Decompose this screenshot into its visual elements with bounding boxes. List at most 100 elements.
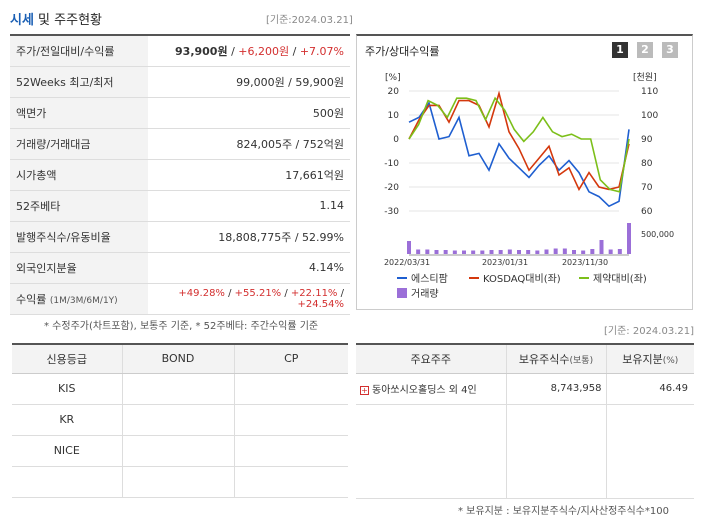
volume-bar <box>471 250 476 254</box>
right-tick-label: 80 <box>641 159 653 169</box>
x-tick-label: 2022/03/31 <box>384 258 430 267</box>
credit-rating-table: 신용등급 BOND CP KIS KR NICE <box>12 343 348 498</box>
stat-label: 주가/전일대비/수익률 <box>10 35 148 67</box>
volume-bar <box>581 250 586 254</box>
stat-label: 시가총액 <box>10 159 148 191</box>
left-tick-label: 10 <box>388 111 400 121</box>
left-tick-label: -30 <box>384 207 399 217</box>
stat-label: 52주베타 <box>10 190 148 222</box>
left-tick-label: 0 <box>393 135 399 145</box>
footnote-2: * 보유지분 : 보유지분주식수/지사산정주식수*100 <box>458 506 669 517</box>
volume-bar <box>544 249 549 254</box>
stat-value: 1.14 <box>148 190 350 222</box>
volume-bar <box>627 223 631 254</box>
volume-bar <box>617 249 622 254</box>
volume-bar <box>572 250 576 254</box>
stat-label: 발행주식수/유동비율 <box>10 221 148 253</box>
left-axis-unit: [%] <box>385 73 401 83</box>
stat-label: 액면가 <box>10 97 148 129</box>
x-tick-label: 2023/11/30 <box>562 258 608 267</box>
stat-value: 824,005주 / 752억원 <box>148 128 350 160</box>
volume-bar <box>480 250 485 254</box>
table-row: 52주베타 1.14 <box>10 190 350 222</box>
series-line-stock <box>408 101 630 208</box>
volume-bar <box>462 250 466 254</box>
footnote: * 수정주가(차트포함), 보통주 기준, * 52주베타: 주간수익률 기준 <box>44 321 319 332</box>
col-header: 주요주주 <box>356 344 507 374</box>
series-line-kosdaq <box>408 90 630 192</box>
stat-label: 수익률 (1M/3M/6M/1Y) <box>10 283 148 315</box>
stat-value: 18,808,775주 / 52.99% <box>148 221 350 253</box>
stat-label: 외국인지분율 <box>10 252 148 284</box>
legend-label: 거래량 <box>411 288 439 300</box>
table-row: 거래량/거래대금 824,005주 / 752억원 <box>10 128 350 160</box>
major-shareholder-table: 주요주주 보유주식수(보통) 보유지분(%) + 동아쏘시오홀딩스 외 4인 8,… <box>356 343 694 499</box>
stat-label: 거래량/거래대금 <box>10 128 148 160</box>
left-tick-label: -20 <box>384 183 399 193</box>
volume-bar <box>452 250 457 254</box>
base-date-2: [기준: 2024.03.21] <box>604 326 695 337</box>
table-row: 52Weeks 최고/최저 99,000원 / 59,900원 <box>10 66 350 98</box>
table-row: KIS <box>12 373 348 405</box>
volume-bar <box>535 250 540 254</box>
volume-bar <box>553 248 558 254</box>
col-header: BOND <box>122 344 235 374</box>
col-header: 신용등급 <box>12 344 123 374</box>
volume-bar <box>599 240 604 254</box>
chart-title: 주가/상대수익률 <box>365 45 440 58</box>
legend-label: 제약대비(좌) <box>593 273 647 285</box>
right-tick-label: 60 <box>641 207 653 217</box>
right-tick-label: 100 <box>641 111 658 121</box>
x-tick-label: 2023/01/31 <box>482 258 528 267</box>
legend-label: KOSDAQ대비(좌) <box>483 273 561 285</box>
price-stat-table: 주가/전일대비/수익률 93,900원 / +6,200원 / +7.07% 5… <box>10 34 350 315</box>
volume-bar <box>507 249 512 254</box>
volume-bar <box>407 241 411 254</box>
series-line-pharma <box>408 96 630 193</box>
stat-value: 93,900원 / +6,200원 / +7.07% <box>148 35 350 67</box>
volume-bar <box>526 250 531 254</box>
chart-page-3-button[interactable]: 3 <box>662 42 678 58</box>
col-header: 보유지분(%) <box>606 344 694 374</box>
volume-bar <box>608 249 613 254</box>
holder-shares: 8,743,958 <box>506 373 607 405</box>
table-header-row: 주요주주 보유주식수(보통) 보유지분(%) <box>356 344 694 374</box>
table-row: 수익률 (1M/3M/6M/1Y) +49.28% / +55.21% / +2… <box>10 283 350 315</box>
holder-name: + 동아쏘시오홀딩스 외 4인 <box>356 373 507 405</box>
table-row: 발행주식수/유동비율 18,808,775주 / 52.99% <box>10 221 350 253</box>
left-tick-label: 20 <box>388 87 400 97</box>
right-tick-label: 110 <box>641 87 658 97</box>
agency-name: NICE <box>12 435 123 467</box>
holder-pct: 46.49 <box>606 373 694 405</box>
table-row: 주가/전일대비/수익률 93,900원 / +6,200원 / +7.07% <box>10 35 350 67</box>
volume-bar <box>498 250 503 254</box>
volume-bar <box>562 248 567 254</box>
stat-value: 500원 <box>148 97 350 129</box>
col-header: CP <box>234 344 348 374</box>
legend-label: 에스티팜 <box>411 273 448 285</box>
table-row <box>356 404 694 499</box>
chart-page-1-button[interactable]: 1 <box>612 42 628 58</box>
stat-value: 99,000원 / 59,900원 <box>148 66 350 98</box>
table-header-row: 신용등급 BOND CP <box>12 344 348 374</box>
table-row: 액면가 500원 <box>10 97 350 129</box>
right-tick-label: 70 <box>641 183 653 193</box>
base-date: [기준:2024.03.21] <box>266 15 353 26</box>
right-axis-unit: [천원] <box>633 72 657 83</box>
volume-bar <box>443 250 448 254</box>
table-row: 시가총액 17,661억원 <box>10 159 350 191</box>
expand-plus-icon[interactable]: + <box>360 385 369 395</box>
chart-page-2-button[interactable]: 2 <box>637 42 653 58</box>
stat-value: 4.14% <box>148 252 350 284</box>
agency-name: KIS <box>12 373 123 405</box>
table-row: 외국인지분율 4.14% <box>10 252 350 284</box>
table-row: NICE <box>12 435 348 467</box>
volume-bar <box>489 250 494 254</box>
stat-label: 52Weeks 최고/최저 <box>10 66 148 98</box>
volume-bar <box>517 250 521 254</box>
agency-name: KR <box>12 404 123 436</box>
volume-bar <box>425 249 430 254</box>
table-row <box>12 466 348 498</box>
stat-value: 17,661억원 <box>148 159 350 191</box>
volume-tick-label: 500,000 <box>641 230 674 239</box>
